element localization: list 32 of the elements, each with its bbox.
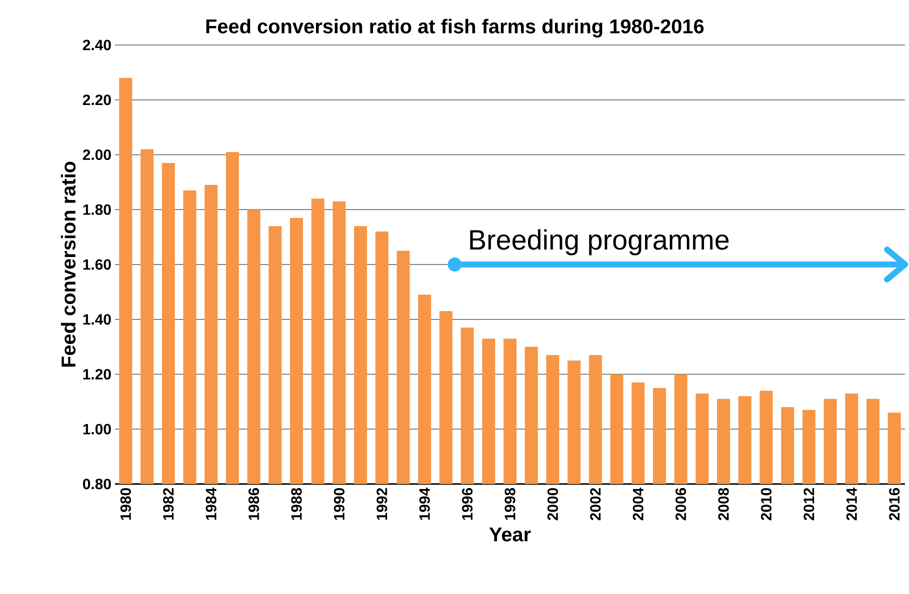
x-tick-label: 1984 — [206, 488, 216, 520]
chart-title: Feed conversion ratio at fish farms during 1980-2016 — [206, 18, 704, 38]
y-tick-label: 0.80 — [82, 478, 111, 490]
y-tick-label: 1.20 — [83, 368, 111, 380]
x-tick-label: 1998 — [504, 488, 516, 520]
x-tick-label: 2014 — [846, 488, 857, 520]
x-tick-label: 1980 — [120, 488, 131, 520]
x-tick-label: 1992 — [376, 488, 388, 520]
x-axis-title: Year — [489, 528, 531, 542]
x-tick-label: 1994 — [419, 488, 430, 520]
y-axis-title: Feed conversion ratio — [60, 162, 76, 367]
x-tick-label: 1988 — [291, 488, 302, 520]
x-tick-label: 2016 — [889, 488, 900, 520]
x-tick-label: 2008 — [718, 488, 729, 520]
x-tick-label: 1982 — [163, 488, 174, 520]
y-tick-label: 1.40 — [83, 314, 111, 325]
y-tick-label: 1.60 — [83, 259, 111, 270]
x-tick-label: 2004 — [632, 488, 644, 520]
annotation: Breeding programme — [470, 229, 729, 256]
y-tick-label: 2.40 — [82, 40, 111, 50]
x-tick-label: 2002 — [590, 488, 601, 520]
y-tick-label: 1.00 — [83, 424, 111, 434]
x-tick-label: 1986 — [248, 488, 260, 520]
y-tick-label: 1.80 — [83, 204, 111, 215]
y-tick-label: 2.00 — [82, 149, 111, 160]
x-tick-label: 1996 — [462, 488, 473, 520]
x-tick-label: 1990 — [334, 488, 344, 520]
x-tick-label: 2006 — [676, 488, 686, 520]
x-tick-label: 2012 — [804, 488, 814, 520]
x-tick-label: 2000 — [547, 488, 558, 520]
y-tick-label: 2.20 — [82, 94, 111, 106]
x-tick-label: 2010 — [760, 488, 772, 520]
